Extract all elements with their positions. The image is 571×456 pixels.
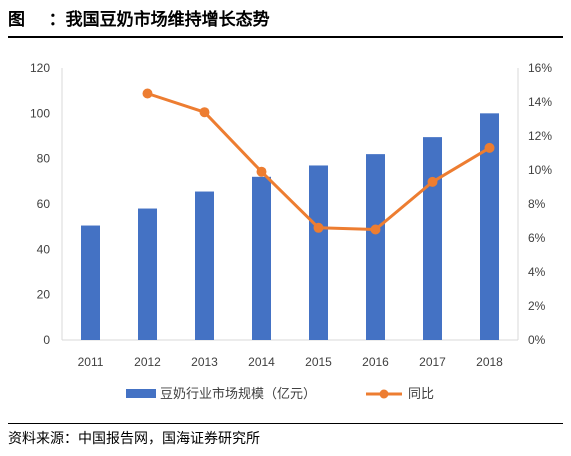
y-left-tick-label: 20	[37, 288, 51, 302]
y-axis-right-ticks: 0% 2% 4% 6% 8% 10% 12% 14% 16%	[528, 61, 552, 347]
bar	[309, 165, 328, 340]
title-rule	[8, 36, 563, 38]
y-left-tick-label: 80	[37, 152, 51, 166]
source-note: 资料来源：中国报告网，国海证券研究所	[8, 431, 260, 447]
legend-line-marker	[379, 389, 389, 399]
y-left-tick-label: 40	[37, 242, 51, 256]
bar	[480, 113, 499, 340]
line-point	[199, 107, 210, 118]
y-left-tick-label: 60	[37, 197, 51, 211]
line-point	[256, 166, 267, 177]
y-right-tick-label: 10%	[528, 163, 552, 177]
x-tick-label: 2013	[191, 355, 218, 369]
x-tick-label: 2015	[305, 355, 332, 369]
bar	[138, 208, 157, 340]
x-tick-label: 2011	[78, 355, 104, 369]
chart-axes	[61, 68, 519, 341]
y-axis-left-ticks: 0 20 40 60 80 100 120	[30, 61, 50, 347]
bar	[195, 191, 214, 340]
line-point	[484, 142, 495, 153]
x-tick-label: 2014	[248, 355, 275, 369]
chart: 0 20 40 60 80 100 120 0% 2% 4% 6% 8% 10% 12% 14% 16% 2…	[30, 61, 552, 402]
line-point	[313, 222, 324, 233]
line-point	[370, 224, 381, 235]
x-axis-ticks: 2011 2012 2013 2014 2015 2016 2017 2018	[78, 355, 504, 369]
y-left-tick-label: 0	[43, 333, 50, 347]
y-right-tick-label: 6%	[528, 231, 546, 245]
legend-line-label: 同比	[408, 387, 434, 402]
bar-series	[81, 113, 499, 340]
bar	[366, 154, 385, 340]
y-right-tick-label: 12%	[528, 129, 552, 143]
legend-bar-label: 豆奶行业市场规模（亿元）	[160, 386, 316, 402]
figure-title: 图 ：我国豆奶市场维持增长态势	[8, 10, 270, 30]
y-right-tick-label: 0%	[528, 333, 546, 347]
x-tick-label: 2016	[362, 355, 389, 369]
x-tick-label: 2012	[134, 355, 161, 369]
y-right-tick-label: 14%	[528, 95, 552, 109]
bar	[423, 137, 442, 340]
y-left-tick-label: 120	[30, 61, 50, 75]
y-right-tick-label: 4%	[528, 265, 546, 279]
y-right-tick-label: 8%	[528, 197, 546, 211]
legend-bar-swatch	[126, 389, 156, 398]
line-series	[142, 88, 495, 235]
line-point	[427, 176, 438, 187]
y-left-tick-label: 100	[30, 106, 50, 120]
bar	[81, 225, 100, 340]
bar	[252, 176, 271, 340]
legend: 豆奶行业市场规模（亿元） 同比	[126, 386, 434, 402]
y-right-tick-label: 2%	[528, 299, 546, 313]
line-point	[142, 88, 153, 99]
y-right-tick-label: 16%	[528, 61, 552, 75]
source-rule	[8, 423, 563, 424]
x-tick-label: 2017	[419, 355, 446, 369]
x-tick-label: 2018	[476, 355, 503, 369]
